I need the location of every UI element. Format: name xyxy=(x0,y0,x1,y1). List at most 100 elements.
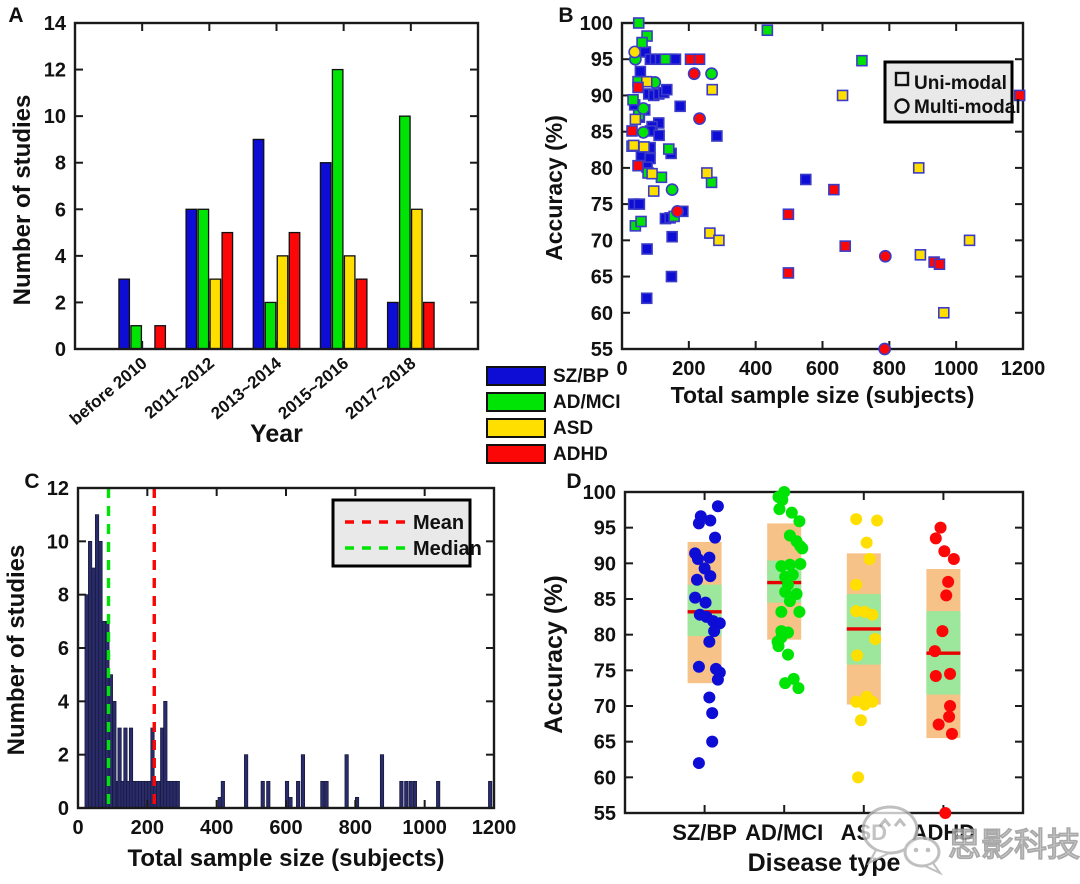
dot-ADHD xyxy=(936,625,949,638)
plot-border xyxy=(620,21,1025,351)
dot-SZ/BP xyxy=(706,735,719,748)
scatter-point-ASD xyxy=(963,234,976,247)
dot-AD/MCI xyxy=(776,493,789,506)
hist-bar xyxy=(399,780,404,809)
dot-AD/MCI xyxy=(794,558,807,571)
bar-SZ/BP xyxy=(252,138,265,350)
scatter-point-ADHD xyxy=(828,183,840,196)
y-tick-label: 75 xyxy=(594,660,616,682)
x-tick-label: before 2010 xyxy=(66,354,151,429)
y-tick-label: 90 xyxy=(594,553,616,575)
legend-label-median: Median xyxy=(413,538,482,560)
dot-SZ/BP xyxy=(711,500,724,513)
y-tick-label: 80 xyxy=(594,625,616,647)
multi-modal-circle-icon xyxy=(894,98,910,114)
dot-ADHD xyxy=(947,553,960,566)
legend-row-asd: ASD xyxy=(486,418,621,438)
y-tick-label: 4 xyxy=(58,691,70,713)
dot-SZ/BP xyxy=(704,570,717,583)
y-tick-label: 60 xyxy=(591,303,613,325)
scatter-point-SZ/BP xyxy=(711,130,723,142)
scatter-point-ASD xyxy=(646,167,658,180)
scatter-point-ADHD xyxy=(671,204,684,218)
scatter-point-SZ/BP xyxy=(634,65,647,78)
scatter-point-ADHD xyxy=(878,342,892,356)
hist-bar xyxy=(404,780,409,809)
x-tick-label: 800 xyxy=(339,817,372,839)
scatter-point-ADHD xyxy=(626,125,638,137)
dot-AD/MCI xyxy=(792,682,805,695)
scatter-point-ASD xyxy=(912,162,925,174)
dot-SZ/BP xyxy=(709,531,722,544)
scatter-point-ADHD xyxy=(1013,89,1026,102)
hist-bar xyxy=(266,780,271,809)
x-axis-label: Year xyxy=(250,420,303,448)
x-tick-label: 200 xyxy=(672,358,705,380)
y-tick-label: 65 xyxy=(594,732,616,754)
dot-ADHD xyxy=(939,807,952,819)
watermark: 思影科技 思影科技 xyxy=(848,792,1080,882)
hist-bar xyxy=(320,780,325,809)
legend-label-multi-modal: Multi-modal xyxy=(914,97,1021,118)
dot-AD/MCI xyxy=(796,542,809,555)
scatter-point-ASD xyxy=(713,234,725,247)
scatter-point-ASD xyxy=(638,141,650,153)
scatter-point-SZ/BP xyxy=(665,270,678,283)
x-tick-label: 400 xyxy=(739,358,772,380)
uni-modal-square-icon xyxy=(894,71,910,87)
y-tick-label: 6 xyxy=(55,199,66,221)
dot-SZ/BP xyxy=(708,625,721,638)
dot-ASD xyxy=(863,553,876,566)
scatter-point-SZ/BP xyxy=(799,173,812,186)
dot-AD/MCI xyxy=(772,640,785,653)
y-tick-label: 100 xyxy=(580,13,613,35)
x-tick-label: 0 xyxy=(616,358,627,380)
x-tick-label: 1200 xyxy=(1001,358,1046,380)
legend-label-adhd: ADHD xyxy=(553,443,608,465)
panel-letter-c: C xyxy=(24,470,39,493)
x-tick-label: 2017~2018 xyxy=(342,354,420,424)
dot-SZ/BP xyxy=(692,757,705,770)
scatter-point-ASD xyxy=(701,167,713,179)
hist-bar xyxy=(408,780,413,809)
dot-ASD xyxy=(858,698,871,711)
hist-bar xyxy=(94,514,100,809)
dot-AD/MCI xyxy=(793,515,806,528)
y-tick-label: 85 xyxy=(591,122,613,144)
bar-ASD xyxy=(343,255,356,350)
y-tick-label: 8 xyxy=(58,585,69,607)
y-axis-label: Accuracy (%) xyxy=(541,115,567,261)
x-tick-label: 400 xyxy=(200,817,233,839)
y-tick-label: 60 xyxy=(594,767,616,789)
scatter-point-AD/MCI xyxy=(636,125,650,139)
hist-bar xyxy=(91,567,96,809)
scatter-point-ADHD xyxy=(839,240,852,252)
dot-ASD xyxy=(860,536,873,549)
scatter-point-ASD xyxy=(629,113,642,126)
dot-ADHD xyxy=(940,589,953,602)
bar-ADHD xyxy=(221,231,234,350)
hist-bar xyxy=(379,754,385,809)
scatter-point-ADHD xyxy=(632,81,644,94)
dot-ASD xyxy=(850,605,863,618)
dot-SZ/BP xyxy=(704,514,717,527)
plot-border xyxy=(76,486,496,810)
bar-ASD xyxy=(410,208,423,350)
dot-ADHD xyxy=(929,532,942,545)
dot-SZ/BP xyxy=(703,551,716,564)
hist-bar xyxy=(344,754,349,809)
y-tick-label: 14 xyxy=(44,13,67,35)
y-tick-label: 10 xyxy=(47,531,69,553)
x-tick-label: 0 xyxy=(72,817,83,839)
hist-bar xyxy=(98,540,103,809)
dot-ADHD xyxy=(928,645,941,658)
dot-AD/MCI xyxy=(793,605,806,618)
dot-ASD xyxy=(850,513,863,526)
dot-ADHD xyxy=(944,700,957,712)
x-tick-label: 600 xyxy=(806,358,839,380)
y-tick-label: 70 xyxy=(591,230,613,252)
legend-swatch-szbp xyxy=(486,366,546,386)
plot-border xyxy=(623,490,1025,815)
scatter-point-AD/MCI xyxy=(856,54,868,67)
